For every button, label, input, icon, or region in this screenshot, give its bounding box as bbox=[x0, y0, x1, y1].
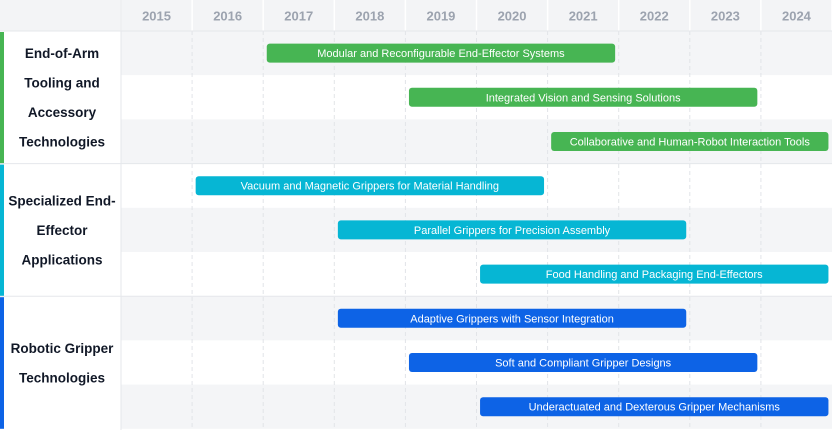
year-tick-label: 2020 bbox=[498, 9, 527, 24]
group-label-line: Technologies bbox=[19, 135, 105, 150]
task-label: Food Handling and Packaging End-Effector… bbox=[546, 269, 763, 281]
group-accent-bar bbox=[0, 297, 4, 429]
task-label: Collaborative and Human-Robot Interactio… bbox=[570, 137, 811, 149]
year-tick-label: 2024 bbox=[782, 9, 812, 24]
task-label: Underactuated and Dexterous Gripper Mech… bbox=[529, 402, 781, 414]
group-label-line: End-of-Arm bbox=[25, 46, 99, 61]
year-tick-label: 2015 bbox=[142, 9, 171, 24]
group-label-line: Robotic Gripper bbox=[11, 341, 114, 356]
year-tick-label: 2019 bbox=[426, 9, 455, 24]
group-accent-bar bbox=[0, 165, 4, 297]
task-label: Vacuum and Magnetic Grippers for Materia… bbox=[241, 181, 499, 193]
group-label-line: Specialized End- bbox=[8, 193, 115, 208]
task-label: Modular and Reconfigurable End-Effector … bbox=[317, 48, 565, 60]
task-label: Adaptive Grippers with Sensor Integratio… bbox=[410, 313, 614, 325]
year-tick-label: 2016 bbox=[213, 9, 242, 24]
group-accent-bar bbox=[0, 32, 4, 164]
group-label-line: Technologies bbox=[19, 370, 105, 385]
task-label: Integrated Vision and Sensing Solutions bbox=[486, 92, 681, 104]
group-label-line: Tooling and bbox=[24, 76, 99, 91]
year-tick-label: 2021 bbox=[569, 9, 598, 24]
year-tick-label: 2023 bbox=[711, 9, 740, 24]
header-background bbox=[0, 0, 832, 31]
year-tick-label: 2017 bbox=[284, 9, 313, 24]
task-label: Parallel Grippers for Precision Assembly bbox=[414, 225, 611, 237]
year-tick-label: 2018 bbox=[355, 9, 384, 24]
group-label-line: Effector bbox=[36, 223, 88, 238]
group-label-line: Accessory bbox=[28, 105, 97, 120]
task-label: Soft and Compliant Gripper Designs bbox=[495, 358, 672, 370]
group-label-line: Applications bbox=[21, 252, 102, 267]
year-tick-label: 2022 bbox=[640, 9, 669, 24]
